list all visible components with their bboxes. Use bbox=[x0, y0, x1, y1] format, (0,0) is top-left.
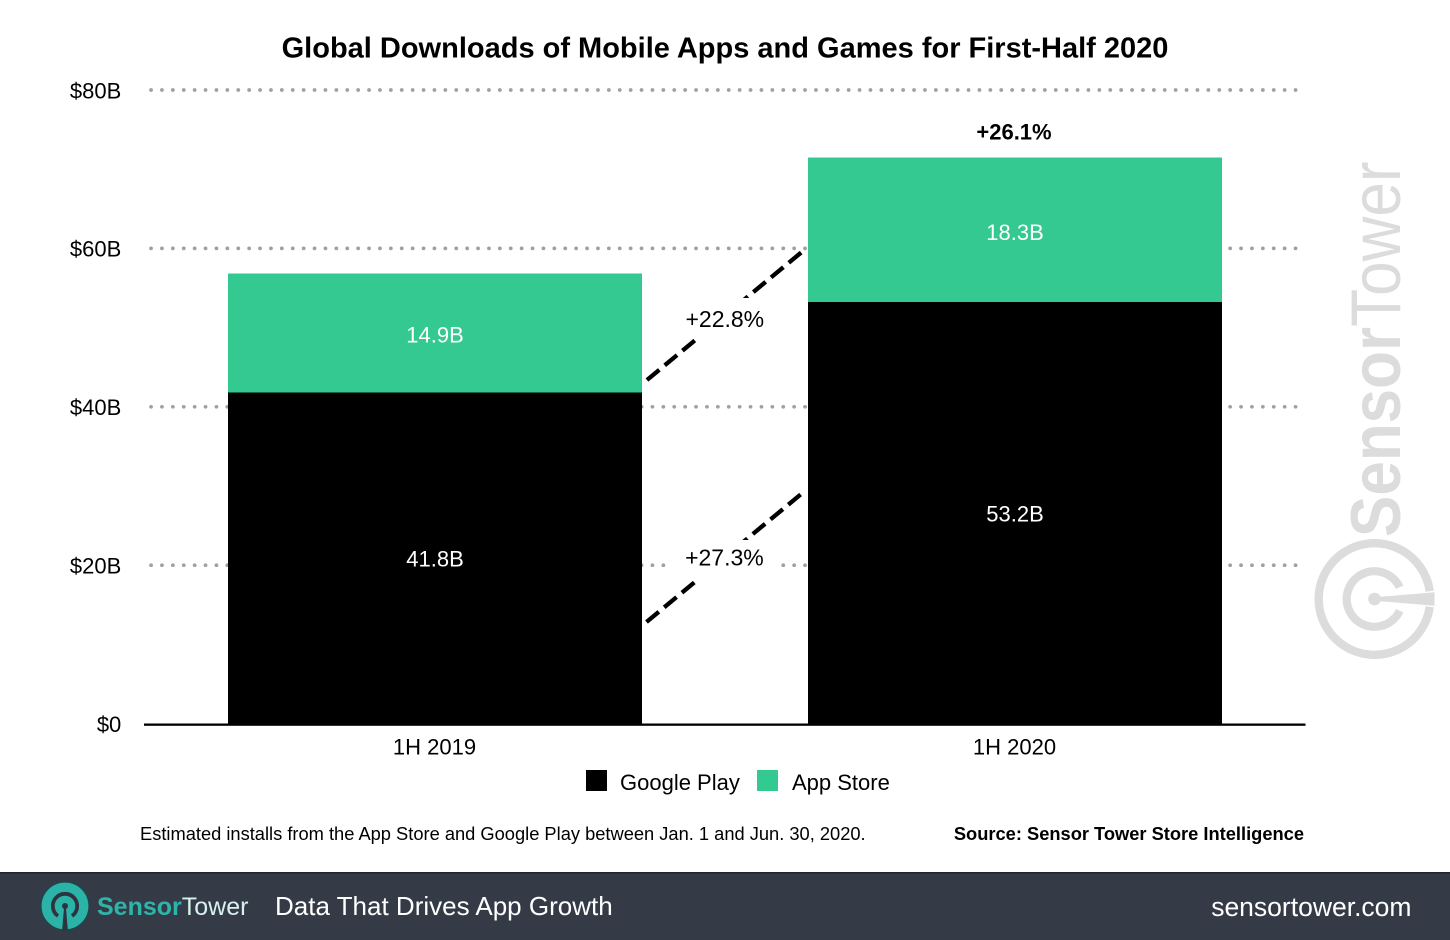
svg-text:1H 2019: 1H 2019 bbox=[393, 735, 476, 760]
svg-text:$60B: $60B bbox=[70, 237, 121, 262]
svg-text:SensorTower: SensorTower bbox=[97, 893, 248, 921]
svg-text:+26.1%: +26.1% bbox=[976, 120, 1051, 145]
svg-text:Data That Drives App Growth: Data That Drives App Growth bbox=[275, 891, 613, 921]
svg-text:1H 2020: 1H 2020 bbox=[973, 735, 1056, 760]
svg-text:$20B: $20B bbox=[70, 554, 121, 579]
svg-text:+22.8%: +22.8% bbox=[685, 306, 764, 332]
svg-text:$0: $0 bbox=[97, 712, 121, 737]
svg-text:Estimated installs from the Ap: Estimated installs from the App Store an… bbox=[140, 823, 866, 844]
svg-text:14.9B: 14.9B bbox=[406, 323, 464, 348]
svg-text:Global Downloads of Mobile App: Global Downloads of Mobile Apps and Game… bbox=[282, 32, 1169, 64]
svg-text:SensorTower: SensorTower bbox=[1338, 161, 1416, 537]
svg-text:+27.3%: +27.3% bbox=[685, 545, 764, 571]
svg-text:Google Play: Google Play bbox=[620, 770, 740, 795]
svg-text:53.2B: 53.2B bbox=[986, 502, 1044, 527]
svg-text:App Store: App Store bbox=[792, 770, 890, 795]
svg-text:$40B: $40B bbox=[70, 395, 121, 420]
svg-text:41.8B: 41.8B bbox=[406, 547, 464, 572]
svg-text:sensortower.com: sensortower.com bbox=[1211, 892, 1411, 922]
svg-text:Source: Sensor Tower Store Int: Source: Sensor Tower Store Intelligence bbox=[954, 823, 1304, 844]
svg-text:18.3B: 18.3B bbox=[986, 220, 1044, 245]
svg-text:$80B: $80B bbox=[70, 78, 121, 103]
